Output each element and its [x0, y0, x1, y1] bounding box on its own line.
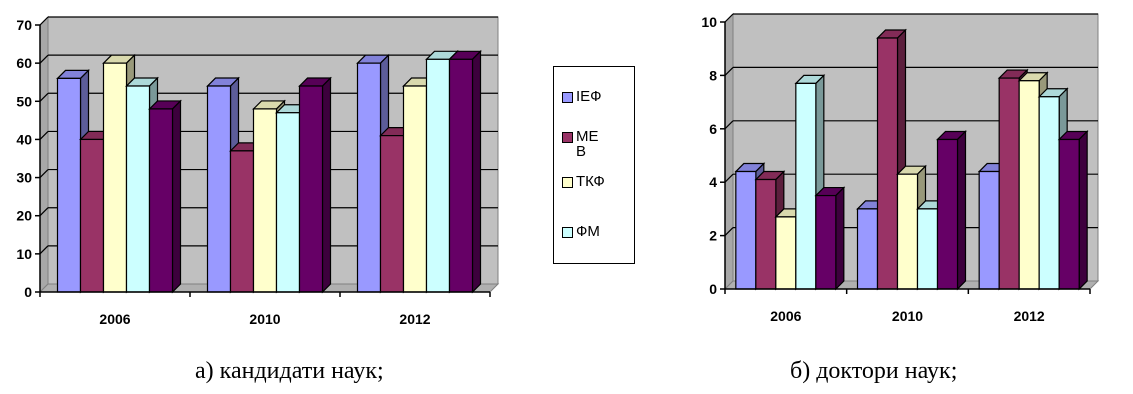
- chart-candidates: 0 10 20 30 40 50 60 70 2006 2010 2012: [16, 15, 500, 327]
- caption-doctors: б) доктори наук;: [790, 358, 958, 384]
- gridline-side: [39, 92, 49, 102]
- bar-front: [379, 135, 405, 293]
- legend-swatch: [562, 227, 573, 238]
- y-tick-label: 10: [701, 14, 717, 30]
- bar-front: [148, 108, 174, 293]
- bar-front: [402, 85, 428, 293]
- bar-side: [1078, 130, 1088, 291]
- gridline-side: [39, 207, 49, 217]
- bar: [794, 73, 826, 291]
- bar: [814, 186, 846, 291]
- legend-label: ІЕФ: [576, 88, 602, 105]
- x-tick-label: 2006: [770, 308, 801, 324]
- bar-front: [856, 208, 879, 290]
- bar-front: [125, 85, 151, 293]
- bar-side: [471, 49, 482, 294]
- bar-front: [298, 85, 324, 293]
- legend-label: ФМ: [576, 223, 600, 240]
- bar-front: [79, 138, 105, 293]
- gridline-side: [724, 120, 734, 130]
- legend-label: МЕ В: [576, 128, 599, 160]
- gridline-side: [724, 66, 734, 76]
- bar-side: [956, 130, 967, 291]
- bar-front: [978, 170, 1000, 290]
- bar-front: [356, 62, 382, 293]
- y-tick-label: 70: [16, 17, 32, 33]
- y-tick-label: 8: [709, 67, 717, 83]
- gridline-side: [724, 13, 734, 23]
- x-tick-label: 2010: [249, 311, 280, 327]
- bar-front: [102, 62, 128, 293]
- gridline-side: [39, 169, 49, 178]
- caption-candidates: а) кандидати наук;: [195, 358, 384, 384]
- legend: ІЕФ МЕ В ТКФ ФМ: [553, 66, 635, 264]
- y-tick-label: 40: [16, 131, 32, 147]
- bar-front: [1058, 138, 1080, 290]
- y-tick-label: 50: [16, 93, 32, 109]
- legend-swatch: [562, 177, 573, 188]
- gridline-side: [39, 245, 49, 255]
- gridline-side: [724, 173, 734, 183]
- bar: [298, 76, 332, 294]
- bar-front: [896, 173, 919, 290]
- legend-swatch: [562, 92, 573, 103]
- gridline-side: [39, 16, 49, 26]
- bar-front: [936, 138, 959, 290]
- x-tick-label: 2006: [99, 311, 130, 327]
- bar-front: [252, 108, 278, 293]
- bar-front: [275, 112, 301, 293]
- legend-swatch: [562, 132, 573, 143]
- bar-front: [206, 85, 232, 293]
- bar: [448, 49, 482, 294]
- bar-front: [1018, 80, 1040, 290]
- bar-front: [735, 170, 757, 290]
- bar-front: [916, 208, 939, 290]
- gridline-side: [39, 131, 49, 140]
- bar-front: [815, 194, 837, 290]
- y-tick-label: 10: [16, 246, 32, 262]
- bar-front: [229, 150, 255, 293]
- y-tick-label: 30: [16, 170, 32, 186]
- x-tick-label: 2010: [892, 308, 923, 324]
- bar-side: [171, 99, 182, 294]
- bar-front: [1038, 96, 1060, 290]
- side-wall: [724, 12, 734, 291]
- y-tick-label: 4: [709, 174, 717, 190]
- y-tick-label: 6: [709, 121, 717, 137]
- y-tick-label: 0: [709, 281, 717, 297]
- y-tick-label: 2: [709, 228, 717, 244]
- bar-front: [448, 58, 474, 293]
- bar-front: [998, 77, 1020, 290]
- bar: [148, 99, 182, 294]
- y-tick-label: 60: [16, 55, 32, 71]
- legend-label: ТКФ: [576, 173, 605, 190]
- bar-front: [876, 37, 899, 290]
- gridline-side: [39, 54, 49, 64]
- bar-side: [835, 186, 845, 291]
- bar-front: [56, 77, 82, 293]
- chart-doctors: 0 2 4 6 8 10 2006 2010 2012: [701, 12, 1100, 324]
- bar-front: [775, 216, 797, 290]
- bar-front: [755, 178, 777, 290]
- bar: [1057, 130, 1089, 291]
- gridline-side: [724, 227, 734, 237]
- x-tick-label: 2012: [399, 311, 430, 327]
- side-wall: [39, 15, 49, 294]
- bar: [936, 130, 967, 291]
- y-tick-label: 0: [24, 284, 32, 300]
- y-tick-label: 20: [16, 208, 32, 224]
- x-tick-label: 2012: [1014, 308, 1045, 324]
- bar-front: [425, 58, 451, 293]
- bar-front: [795, 82, 817, 290]
- bar-side: [321, 76, 332, 294]
